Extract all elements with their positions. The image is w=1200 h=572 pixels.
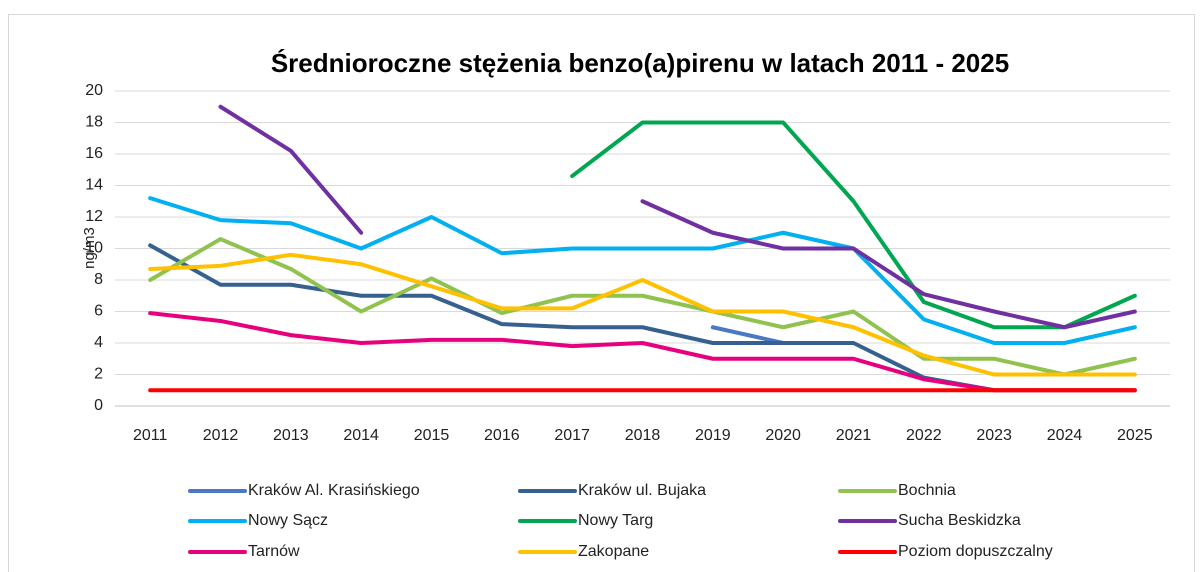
y-axis-label: ng/m3 — [81, 227, 98, 269]
y-tick-label: 2 — [94, 366, 103, 383]
chart-border — [8, 14, 1195, 572]
y-tick-label: 4 — [94, 334, 103, 351]
y-tick-label: 16 — [85, 145, 103, 162]
line-series — [148, 311, 1137, 393]
x-tick-label: 2020 — [765, 427, 801, 444]
legend-label: Sucha Beskidzka — [898, 512, 1021, 529]
y-tick-label: 12 — [85, 208, 103, 225]
legend-label: Tarnów — [248, 543, 300, 560]
legend-label: Bochnia — [898, 482, 956, 499]
line-series — [710, 325, 786, 345]
y-tick-label: 0 — [94, 397, 103, 414]
x-tick-label: 2023 — [976, 427, 1012, 444]
x-tick-label: 2014 — [343, 427, 379, 444]
legend-label: Nowy Sącz — [248, 512, 328, 529]
legend-label: Zakopane — [578, 543, 649, 560]
x-tick-label: 2019 — [695, 427, 731, 444]
y-tick-label: 14 — [85, 177, 103, 194]
x-tick-label: 2016 — [484, 427, 520, 444]
chart-title: Średnioroczne stężenia benzo(a)pirenu w … — [271, 48, 1009, 78]
line-series — [148, 237, 1137, 377]
legend-label: Kraków Al. Krasińskiego — [248, 482, 420, 499]
x-tick-label: 2011 — [133, 427, 168, 444]
x-tick-label: 2024 — [1047, 427, 1083, 444]
x-tick-label: 2018 — [625, 427, 661, 444]
legend-label: Kraków ul. Bujaka — [578, 482, 706, 499]
x-tick-label: 2012 — [203, 427, 239, 444]
y-tick-label: 18 — [85, 114, 103, 131]
x-tick-label: 2025 — [1117, 427, 1153, 444]
x-tick-label: 2013 — [273, 427, 309, 444]
x-tick-label: 2015 — [414, 427, 450, 444]
line-series — [148, 196, 1137, 345]
x-tick-label: 2021 — [836, 427, 872, 444]
x-tick-label: 2017 — [554, 427, 590, 444]
y-tick-label: 20 — [85, 82, 103, 99]
line-series — [570, 120, 1137, 330]
line-series — [148, 252, 1137, 377]
line-series — [218, 104, 1137, 330]
legend-label: Nowy Targ — [578, 512, 653, 529]
x-tick-label: 2022 — [906, 427, 942, 444]
y-tick-label: 10 — [85, 240, 103, 257]
y-tick-label: 6 — [94, 303, 103, 320]
y-tick-label: 8 — [94, 271, 103, 288]
legend-label: Poziom dopuszczalny — [898, 543, 1053, 560]
